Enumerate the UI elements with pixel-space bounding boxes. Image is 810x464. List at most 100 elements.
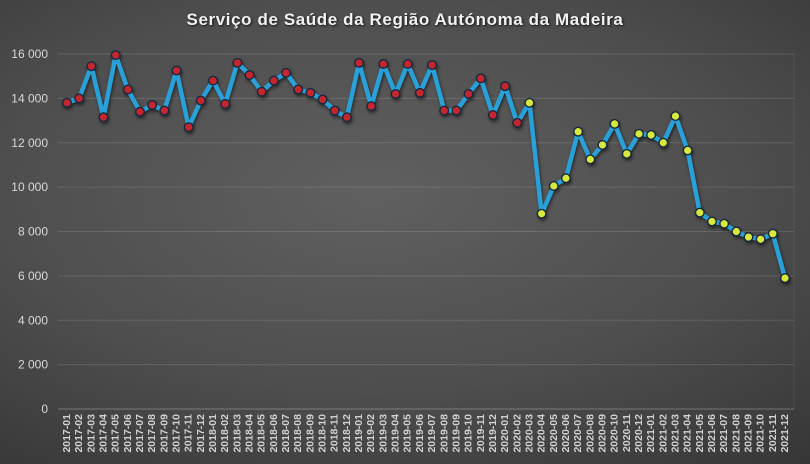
data-point-marker xyxy=(86,61,97,72)
data-point-marker xyxy=(341,112,352,123)
x-tick-label: 2018-07 xyxy=(280,414,292,453)
x-tick-label: 2021-10 xyxy=(755,414,767,453)
data-point-marker xyxy=(195,95,206,106)
x-tick-label: 2019-02 xyxy=(365,414,377,453)
x-tick-label: 2020-01 xyxy=(499,414,511,453)
data-point-marker xyxy=(268,75,279,86)
data-point-marker xyxy=(646,129,657,140)
data-point-marker xyxy=(670,111,681,122)
data-point-marker xyxy=(585,154,596,165)
x-tick-label: 2020-06 xyxy=(560,414,572,453)
data-point-marker xyxy=(451,105,462,116)
data-point-marker xyxy=(293,84,304,95)
data-point-marker xyxy=(755,234,766,245)
x-tick-label: 2018-08 xyxy=(292,414,304,453)
x-tick-label: 2019-12 xyxy=(487,414,499,453)
data-point-marker xyxy=(512,117,523,128)
data-point-marker xyxy=(719,218,730,229)
x-tick-label: 2018-04 xyxy=(244,414,256,453)
x-tick-label: 2019-05 xyxy=(402,414,414,453)
y-tick-label: 6 000 xyxy=(18,269,48,283)
y-tick-label: 0 xyxy=(41,402,48,416)
data-point-marker xyxy=(414,87,425,98)
x-tick-label: 2021-08 xyxy=(730,414,742,453)
x-tick-label: 2017-03 xyxy=(85,414,97,453)
x-tick-label: 2019-09 xyxy=(450,414,462,453)
series-line xyxy=(64,52,788,281)
y-tick-label: 16 000 xyxy=(11,47,48,61)
x-tick-label: 2020-08 xyxy=(584,414,596,453)
data-point-marker xyxy=(597,139,608,150)
x-tick-label: 2017-01 xyxy=(61,414,73,453)
data-point-marker xyxy=(463,88,474,99)
y-tick-label: 10 000 xyxy=(11,180,48,194)
x-tick-label: 2018-06 xyxy=(268,414,280,453)
x-tick-label: 2018-10 xyxy=(317,414,329,453)
data-point-marker xyxy=(633,128,644,139)
data-point-marker xyxy=(524,97,535,108)
data-point-marker xyxy=(621,148,632,159)
data-point-marker xyxy=(378,58,389,69)
x-tick-label: 2020-04 xyxy=(536,414,548,453)
data-point-marker xyxy=(609,118,620,129)
data-point-marker xyxy=(232,57,243,68)
x-tick-label: 2017-09 xyxy=(158,414,170,453)
x-tick-label: 2017-10 xyxy=(171,414,183,453)
x-tick-label: 2018-12 xyxy=(341,414,353,453)
x-tick-label: 2019-04 xyxy=(390,414,402,453)
x-tick-label: 2020-05 xyxy=(548,414,560,453)
data-point-marker xyxy=(208,75,219,86)
data-point-marker xyxy=(427,60,438,71)
x-tick-label: 2020-03 xyxy=(523,414,535,453)
data-point-marker xyxy=(402,58,413,69)
x-tick-label: 2019-06 xyxy=(414,414,426,453)
data-point-marker xyxy=(220,98,231,109)
data-point-marker xyxy=(256,86,267,97)
y-tick-label: 4 000 xyxy=(18,313,48,327)
x-tick-label: 2019-08 xyxy=(438,414,450,453)
x-tick-label: 2017-08 xyxy=(146,414,158,453)
x-tick-label: 2019-03 xyxy=(377,414,389,453)
x-tick-label: 2018-11 xyxy=(329,414,341,452)
data-point-marker xyxy=(390,88,401,99)
data-point-marker xyxy=(110,50,121,61)
data-point-marker xyxy=(487,110,498,121)
x-tick-label: 2021-12 xyxy=(779,414,791,453)
x-tick-label: 2017-05 xyxy=(110,414,122,453)
y-tick-label: 12 000 xyxy=(11,136,48,150)
data-point-marker xyxy=(475,73,486,84)
data-point-marker xyxy=(366,101,377,112)
data-point-marker xyxy=(329,105,340,116)
y-tick-label: 2 000 xyxy=(18,358,48,372)
x-tick-label: 2021-01 xyxy=(645,414,657,453)
data-point-marker xyxy=(354,57,365,68)
x-tick-label: 2017-04 xyxy=(98,414,110,453)
data-point-marker xyxy=(244,70,255,81)
x-tick-label: 2021-03 xyxy=(669,414,681,453)
data-point-marker xyxy=(305,87,316,98)
x-tick-label: 2017-07 xyxy=(134,414,146,453)
x-tick-label: 2017-02 xyxy=(73,414,85,453)
data-point-marker xyxy=(439,105,450,116)
data-point-marker xyxy=(98,112,109,123)
x-tick-label: 2017-12 xyxy=(195,414,207,453)
x-tick-label: 2018-05 xyxy=(256,414,268,453)
data-point-marker xyxy=(500,81,511,92)
y-tick-label: 8 000 xyxy=(18,225,48,239)
data-series xyxy=(62,50,791,284)
x-tick-label: 2019-07 xyxy=(426,414,438,453)
data-point-marker xyxy=(135,106,146,117)
data-point-marker xyxy=(147,100,158,111)
x-tick-label: 2021-07 xyxy=(718,414,730,453)
x-tick-label: 2020-09 xyxy=(596,414,608,453)
data-point-marker xyxy=(281,67,292,78)
data-point-marker xyxy=(767,228,778,239)
x-tick-label: 2019-10 xyxy=(463,414,475,453)
x-tick-label: 2017-11 xyxy=(183,414,195,452)
x-tick-label: 2017-06 xyxy=(122,414,134,453)
x-tick-label: 2018-03 xyxy=(231,414,243,453)
x-tick-label: 2020-07 xyxy=(572,414,584,453)
x-tick-label: 2021-02 xyxy=(657,414,669,453)
data-point-marker xyxy=(743,232,754,243)
